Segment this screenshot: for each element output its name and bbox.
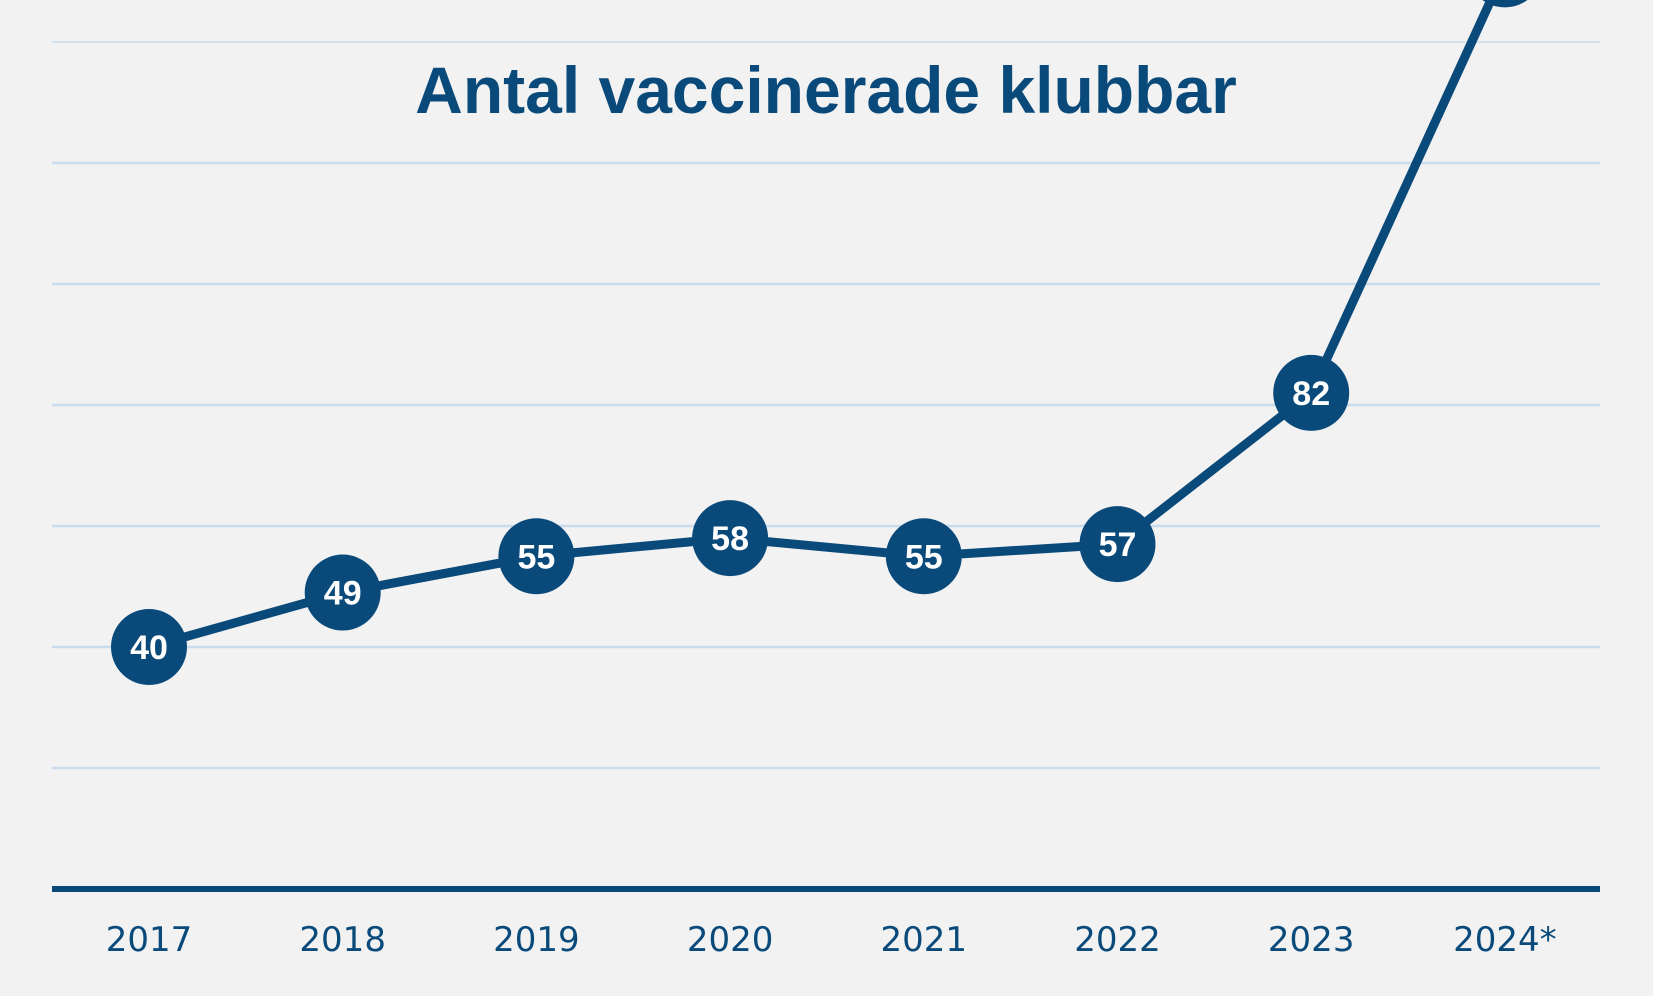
data-point-marker xyxy=(1079,506,1156,583)
data-point-label: 55 xyxy=(517,538,555,576)
data-point-marker xyxy=(1273,354,1350,431)
data-point-label: 58 xyxy=(711,520,749,558)
data-point-marker xyxy=(1482,0,1528,8)
chart-title: Antal vaccinerade klubbar xyxy=(415,53,1237,127)
x-tick-label: 2021 xyxy=(881,920,968,960)
data-point-label: 49 xyxy=(324,575,362,613)
data-point-marker xyxy=(885,518,962,595)
data-point-marker xyxy=(692,500,769,577)
x-tick-label: 2020 xyxy=(687,920,774,960)
gridlines xyxy=(52,41,1600,770)
series-layer: 40495558555782152 xyxy=(111,0,1528,685)
data-point-label: 55 xyxy=(905,538,943,576)
data-point-marker xyxy=(304,554,381,631)
x-tick-label: 2022 xyxy=(1074,920,1161,960)
x-tick-label: 2018 xyxy=(299,920,386,960)
data-point-label: 82 xyxy=(1292,375,1330,413)
data-point-marker xyxy=(498,518,575,595)
x-tick-label: 2024* xyxy=(1453,920,1557,960)
x-tick-label: 2017 xyxy=(106,920,193,960)
x-tick-label: 2023 xyxy=(1268,920,1355,960)
data-point-marker xyxy=(111,609,187,685)
data-point-label: 57 xyxy=(1099,526,1137,564)
x-tick-label: 2019 xyxy=(493,920,580,960)
data-point-label: 40 xyxy=(130,629,168,667)
x-axis-tick-labels: 2017 2018 2019 2020 2021 2022 2023 2024* xyxy=(106,920,1557,960)
